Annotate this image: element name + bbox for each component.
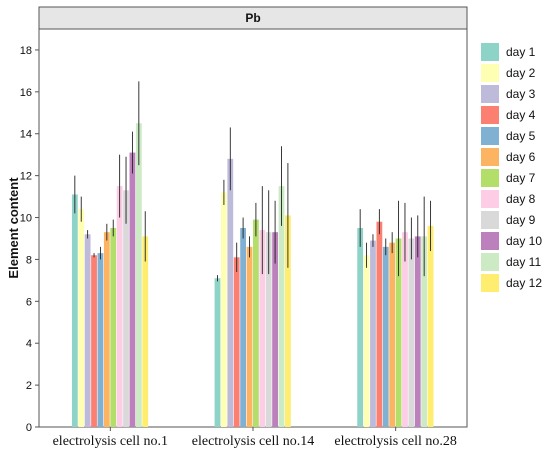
bar xyxy=(84,234,91,427)
bar xyxy=(357,228,364,427)
bar xyxy=(402,232,408,427)
bar xyxy=(221,192,227,427)
legend-swatch xyxy=(481,148,499,166)
bar xyxy=(253,219,259,427)
legend-swatch xyxy=(481,274,499,292)
legend-swatch xyxy=(481,232,499,250)
y-tick-label: 18 xyxy=(20,45,32,57)
bar xyxy=(233,257,240,427)
bar xyxy=(389,242,396,427)
bar xyxy=(129,152,136,427)
bar xyxy=(395,238,402,427)
bar xyxy=(376,221,383,427)
x-tick-label: electrolysis cell no.1 xyxy=(53,434,168,449)
bar xyxy=(363,255,370,427)
legend-label: day 12 xyxy=(506,276,542,290)
bars-layer xyxy=(71,123,434,428)
error-bars-layer xyxy=(74,81,432,282)
bar xyxy=(370,240,376,427)
legend-label: day 7 xyxy=(506,171,536,185)
x-axis: electrolysis cell no.1 electrolysis cell … xyxy=(53,427,457,449)
bar xyxy=(265,232,272,427)
bar xyxy=(246,246,253,427)
y-tick-label: 2 xyxy=(26,380,32,392)
y-tick-label: 0 xyxy=(26,422,32,434)
bar xyxy=(427,225,434,427)
y-axis-label: Element content xyxy=(6,177,21,279)
legend-label: day 3 xyxy=(506,87,536,101)
y-tick-label: 12 xyxy=(20,171,32,183)
legend-swatch xyxy=(481,43,499,61)
bar xyxy=(214,278,221,427)
y-tick-label: 6 xyxy=(26,296,32,308)
y-tick-label: 4 xyxy=(26,338,32,350)
bar xyxy=(278,186,285,427)
bar xyxy=(71,194,78,427)
bar xyxy=(97,253,104,427)
y-tick-label: 16 xyxy=(20,87,32,99)
bar xyxy=(227,158,234,427)
y-axis: 0 2 4 6 8 10 12 14 16 18 xyxy=(20,45,39,434)
bar xyxy=(91,255,97,427)
legend-swatch xyxy=(481,169,499,187)
legend-label: day 8 xyxy=(506,192,536,206)
x-tick-label: electrolysis cell no.28 xyxy=(334,434,456,449)
bar xyxy=(116,186,123,427)
y-tick-label: 14 xyxy=(20,129,32,141)
bar xyxy=(135,123,142,428)
legend-label: day 6 xyxy=(506,150,536,164)
bar xyxy=(272,232,278,427)
bar xyxy=(110,228,117,427)
legend-swatch xyxy=(481,106,499,124)
y-tick-label: 10 xyxy=(20,213,32,225)
legend-label: day 4 xyxy=(506,108,536,122)
bar xyxy=(382,246,389,427)
legend-label: day 11 xyxy=(506,255,541,269)
bar xyxy=(103,232,110,427)
legend-label: day 2 xyxy=(506,66,536,80)
bar xyxy=(408,238,415,427)
legend-label: day 9 xyxy=(506,213,536,227)
bar xyxy=(240,228,246,427)
legend-swatch xyxy=(481,64,499,82)
bar xyxy=(421,236,428,427)
bar xyxy=(414,236,421,427)
legend-swatch xyxy=(481,127,499,145)
bar xyxy=(78,209,85,427)
x-tick-label: electrolysis cell no.14 xyxy=(192,434,314,449)
bar xyxy=(285,215,291,427)
legend-swatch xyxy=(481,253,499,271)
legend-label: day 5 xyxy=(506,129,536,143)
legend: day 1 day 2 day 3 day 4 day 5 day 6 day 7 day 8… xyxy=(481,43,542,292)
bar xyxy=(123,190,129,427)
legend-swatch xyxy=(481,85,499,103)
y-tick-label: 8 xyxy=(26,254,32,266)
legend-label: day 10 xyxy=(506,234,542,248)
chart-title: Pb xyxy=(245,11,260,25)
legend-swatch xyxy=(481,211,499,229)
legend-swatch xyxy=(481,190,499,208)
bar xyxy=(259,230,266,427)
bar xyxy=(142,236,149,427)
legend-label: day 1 xyxy=(506,45,536,59)
